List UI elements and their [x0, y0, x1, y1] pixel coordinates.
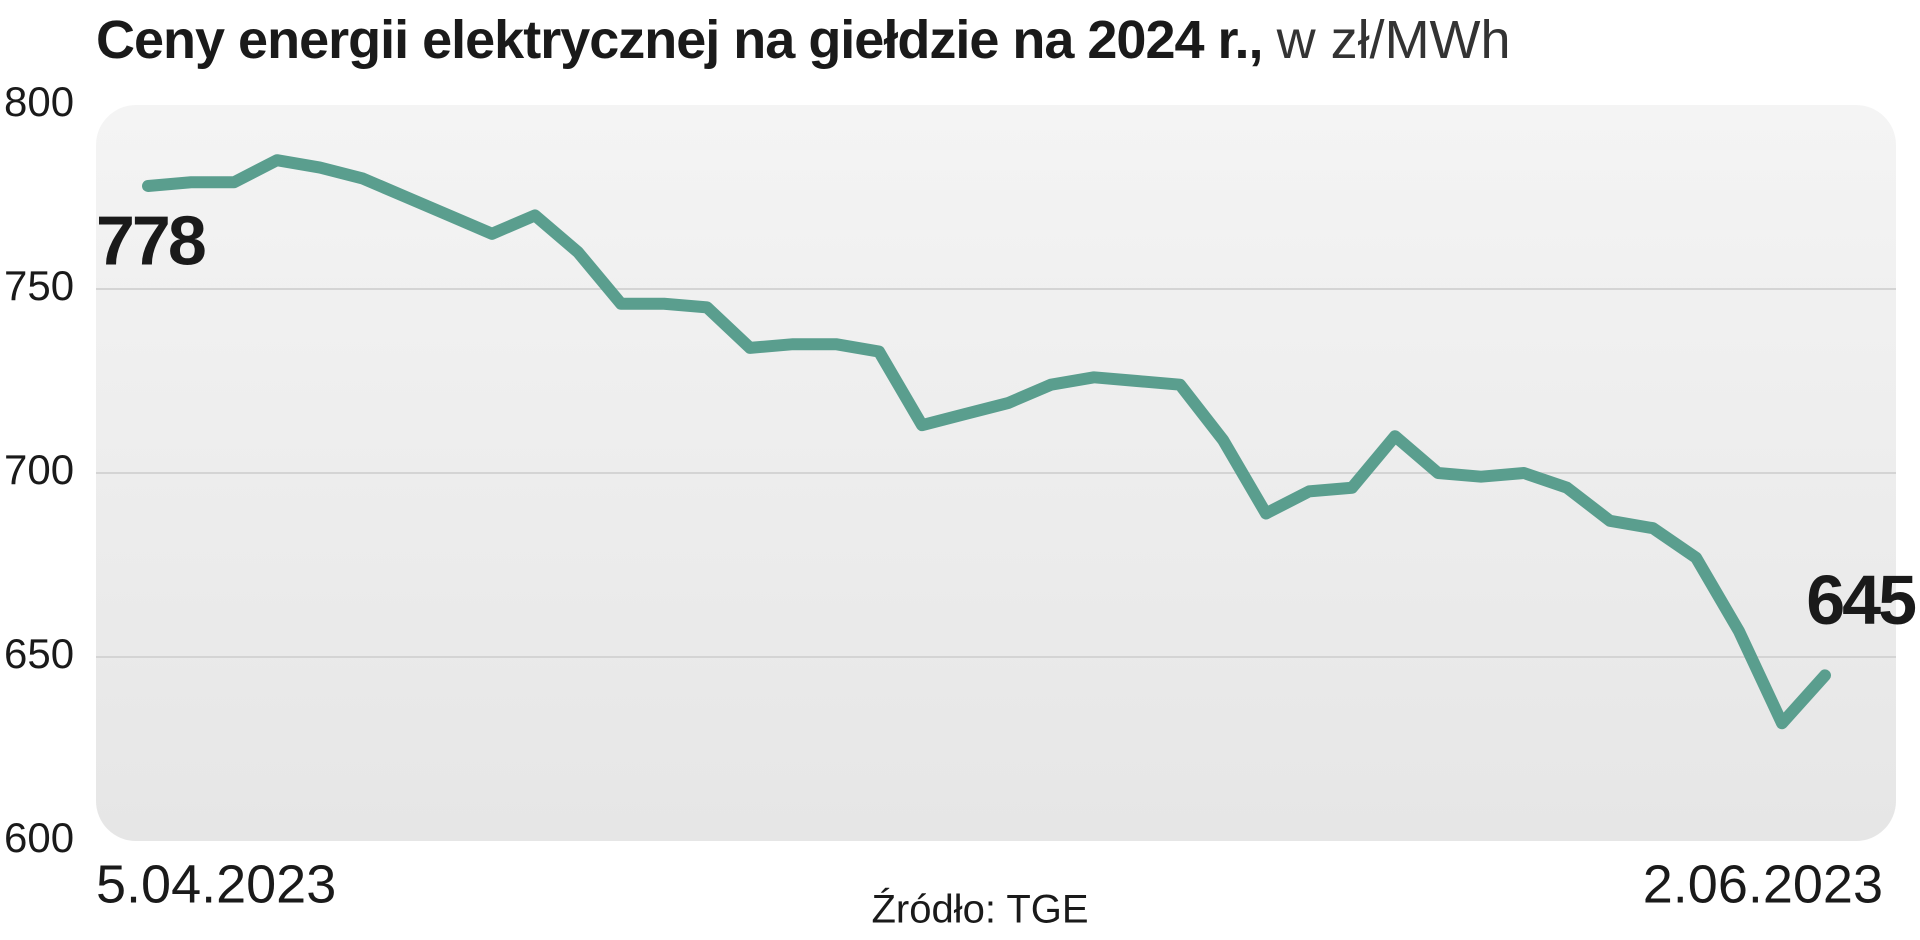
unit: w zł/MWh — [1276, 10, 1511, 70]
source: Źródło: TGE — [871, 887, 1088, 932]
y-tick-label: 650 — [4, 630, 74, 677]
x-tick-label: 5.04.2023 — [96, 854, 336, 914]
x-tick-label: 2.06.2023 — [1643, 854, 1883, 914]
y-tick-label: 600 — [4, 814, 74, 861]
chart-title: Ceny energii elektrycznej na giełdzie na… — [96, 10, 1511, 70]
y-tick-label: 750 — [4, 262, 74, 309]
value-label: 645 — [1806, 561, 1915, 639]
y-tick-label: 800 — [4, 78, 74, 125]
line — [142, 154, 1831, 730]
title: Ceny energii elektrycznej na giełdzie na… — [96, 10, 1263, 70]
y-tick-label: 700 — [4, 446, 74, 493]
value-label: 778 — [96, 201, 205, 279]
